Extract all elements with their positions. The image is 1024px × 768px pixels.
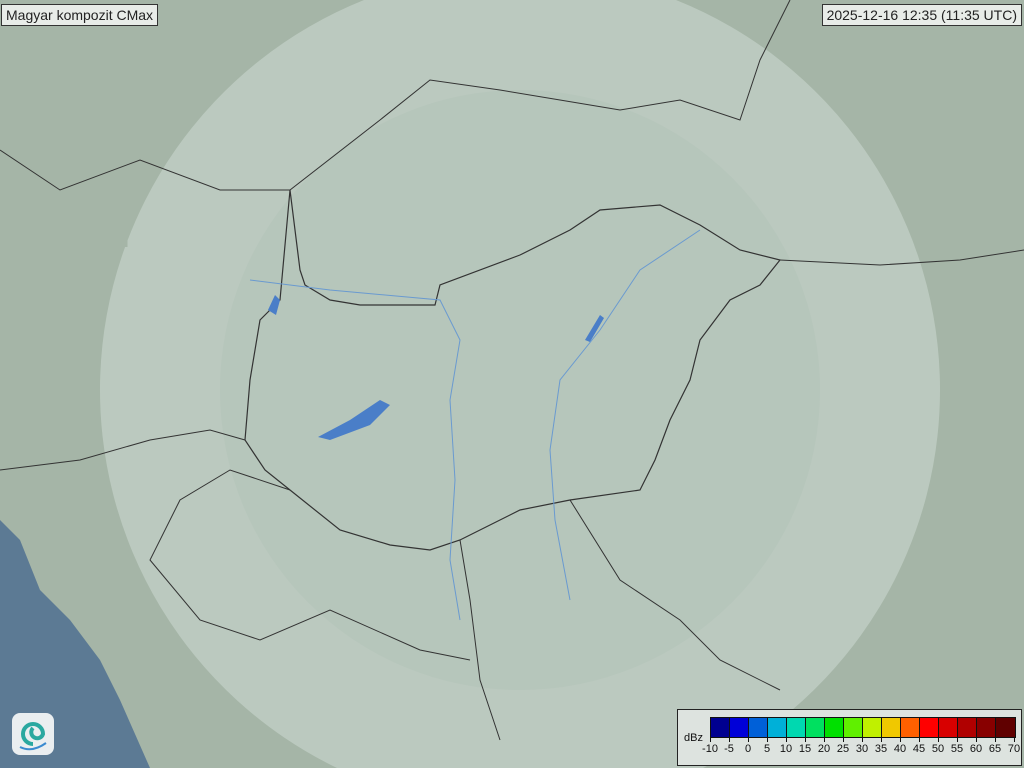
- hungary-border: [244, 189, 782, 551]
- tick-mark: [938, 737, 939, 742]
- color-swatch: [768, 718, 787, 737]
- tick-label: 55: [950, 743, 964, 755]
- tick-mark: [843, 737, 844, 742]
- radar-coverage-inner: [220, 90, 820, 690]
- tick-label: 20: [817, 743, 831, 755]
- color-swatch: [787, 718, 806, 737]
- tick-mark: [862, 737, 863, 742]
- tick-label: -5: [724, 743, 734, 755]
- legend-unit: dBz: [684, 732, 703, 744]
- lake-balaton: [318, 400, 390, 440]
- swirl-logo-icon[interactable]: [12, 713, 54, 755]
- tick-mark: [824, 737, 825, 742]
- map-title: Magyar kompozit CMax: [1, 4, 159, 26]
- color-swatch: [749, 718, 768, 737]
- tick-mark: [976, 737, 977, 742]
- color-swatch: [920, 718, 939, 737]
- tick-mark: [881, 737, 882, 742]
- tick-mark: [767, 737, 768, 742]
- color-swatch: [730, 718, 749, 737]
- tick-label: 15: [798, 743, 812, 755]
- timestamp: 2025-12-16 12:35 (11:35 UTC): [821, 4, 1022, 26]
- tick-mark: [805, 737, 806, 742]
- color-scale: [710, 717, 1016, 738]
- river-tisza: [549, 229, 701, 601]
- lake-tisza: [585, 315, 604, 342]
- tick-mark: [1014, 737, 1015, 742]
- color-swatch: [901, 718, 920, 737]
- tick-mark: [748, 737, 749, 742]
- adriatic-sea: [0, 520, 150, 768]
- tick-mark: [919, 737, 920, 742]
- color-swatch: [996, 718, 1015, 737]
- tick-mark: [786, 737, 787, 742]
- color-swatch: [863, 718, 882, 737]
- tick-label: 0: [744, 743, 752, 755]
- tick-label: 50: [931, 743, 945, 755]
- color-swatch: [806, 718, 825, 737]
- dbz-legend: dBz -10 -5 0 5 10 15 20 25 30 35 40 45 50 55 60 65 70: [677, 709, 1022, 766]
- tick-label: 70: [1007, 743, 1021, 755]
- tick-mark: [710, 737, 711, 742]
- color-swatch: [844, 718, 863, 737]
- lake-neusiedl: [268, 295, 280, 315]
- tick-label: 25: [836, 743, 850, 755]
- tick-label: 60: [969, 743, 983, 755]
- tick-label: 40: [893, 743, 907, 755]
- tick-label: 65: [988, 743, 1002, 755]
- river-danube: [249, 279, 461, 621]
- color-swatch: [825, 718, 844, 737]
- tick-label: 5: [763, 743, 771, 755]
- country-border-east: [779, 249, 1024, 266]
- tick-label: 45: [912, 743, 926, 755]
- tick-mark: [995, 737, 996, 742]
- tick-mark: [900, 737, 901, 742]
- tick-label: 10: [779, 743, 793, 755]
- tick-label: -10: [702, 743, 718, 755]
- tick-mark: [729, 737, 730, 742]
- tick-label: 35: [874, 743, 888, 755]
- color-swatch: [882, 718, 901, 737]
- color-swatch: [977, 718, 996, 737]
- color-swatch: [958, 718, 977, 737]
- country-border-south: [0, 429, 781, 741]
- tick-label: 30: [855, 743, 869, 755]
- color-swatch: [711, 718, 730, 737]
- color-swatch: [939, 718, 958, 737]
- tick-mark: [957, 737, 958, 742]
- country-border-north: [0, 0, 791, 191]
